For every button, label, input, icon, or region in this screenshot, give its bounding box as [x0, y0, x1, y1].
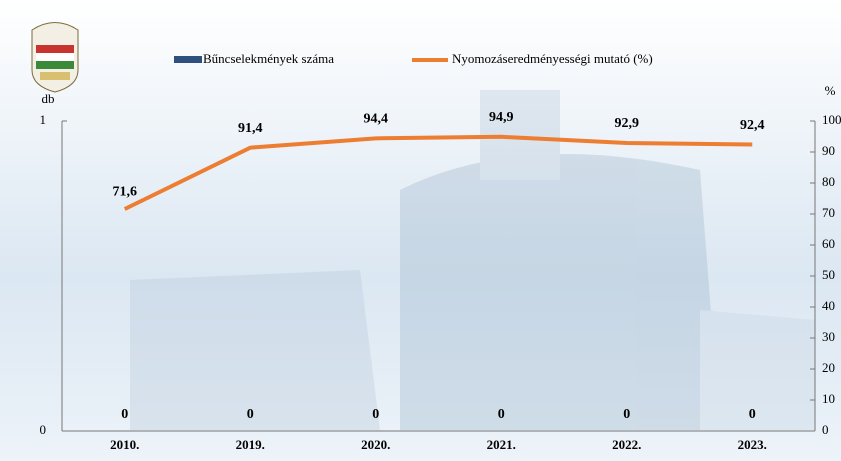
bar-value-label: 0	[247, 407, 254, 422]
legend-label: Bűncselekmények száma	[203, 51, 334, 66]
bar-value-label: 0	[372, 407, 379, 422]
x-tick-label: 2021.	[487, 437, 516, 452]
y2-tick-label: 70	[822, 205, 835, 220]
line-value-label: 94,4	[364, 112, 389, 127]
y2-tick-label: 30	[822, 329, 835, 344]
bar-value-label: 0	[749, 407, 756, 422]
y2-tick-label: 50	[822, 267, 835, 282]
line-value-label: 92,4	[740, 118, 765, 133]
police-badge	[32, 23, 78, 93]
y2-axis-label: %	[825, 83, 836, 98]
y2-tick-label: 90	[822, 143, 835, 158]
line-value-label: 91,4	[238, 121, 263, 136]
x-tick-label: 2019.	[236, 437, 265, 452]
y-tick-label: 0	[40, 422, 47, 437]
bar-value-label: 0	[623, 407, 630, 422]
x-tick-label: 2020.	[361, 437, 390, 452]
y2-tick-label: 20	[822, 360, 835, 375]
y2-tick-label: 80	[822, 174, 835, 189]
legend-swatch	[174, 56, 202, 63]
legend-label: Nyomozáseredményességi mutató (%)	[452, 51, 653, 66]
x-tick-label: 2023.	[738, 437, 767, 452]
line-value-label: 92,9	[615, 116, 640, 131]
y2-tick-label: 60	[822, 236, 835, 251]
x-tick-label: 2010.	[110, 437, 139, 452]
y2-tick-label: 40	[822, 298, 835, 313]
line-value-label: 94,9	[489, 110, 514, 125]
line-value-label: 71,6	[113, 184, 138, 199]
x-tick-label: 2022.	[612, 437, 641, 452]
y2-tick-label: 0	[822, 422, 829, 437]
y-tick-label: 1	[40, 112, 47, 127]
chart: db % Bűncselekmények száma Nyomozáseredm…	[0, 0, 841, 461]
y2-tick-label: 100	[822, 112, 841, 127]
y-axis-label: db	[42, 91, 55, 106]
bar-value-label: 0	[498, 407, 505, 422]
bar-value-label: 0	[121, 407, 128, 422]
y2-tick-label: 10	[822, 391, 835, 406]
